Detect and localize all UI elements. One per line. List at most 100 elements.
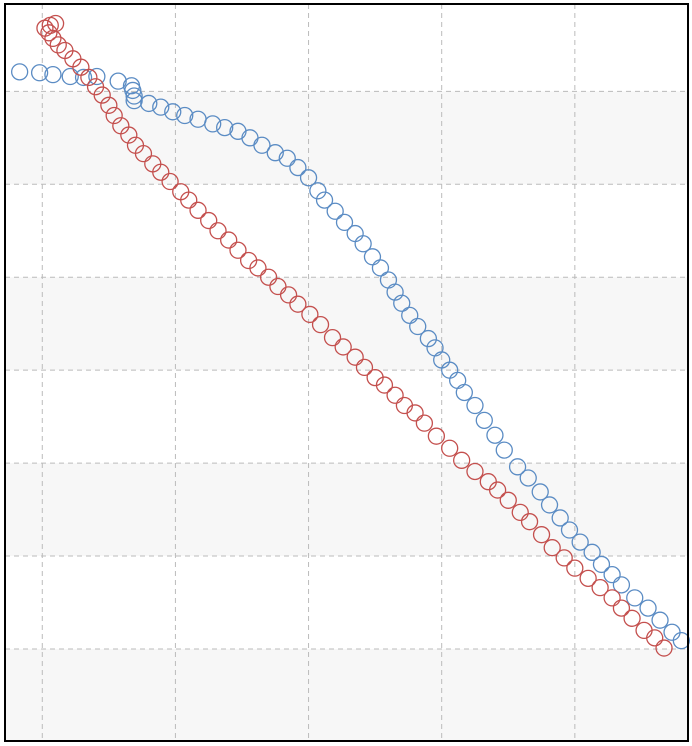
point: [409, 317, 427, 336]
point: [315, 191, 334, 209]
point: [371, 259, 390, 277]
point: [543, 539, 561, 557]
point: [623, 609, 641, 627]
point: [189, 201, 207, 219]
point: [204, 115, 222, 133]
point: [269, 277, 287, 296]
point: [583, 543, 601, 561]
point: [30, 64, 49, 82]
point: [466, 462, 484, 481]
point: [663, 623, 681, 641]
point: [335, 213, 354, 232]
point: [419, 329, 438, 348]
point: [88, 67, 106, 86]
point: [289, 158, 307, 177]
band: [5, 648, 688, 741]
point: [395, 396, 414, 415]
point: [672, 631, 690, 650]
point: [531, 483, 549, 501]
point: [475, 411, 493, 430]
point: [449, 371, 467, 390]
point: [140, 94, 158, 113]
point: [311, 315, 330, 334]
point: [323, 328, 342, 347]
point: [354, 235, 372, 253]
point: [120, 126, 138, 144]
point: [441, 439, 459, 457]
point: [200, 211, 218, 230]
point: [152, 163, 170, 181]
point: [176, 106, 194, 125]
point: [40, 24, 58, 42]
point: [603, 565, 621, 584]
point: [249, 259, 267, 277]
point: [125, 92, 143, 110]
point: [278, 149, 296, 167]
point: [566, 559, 584, 577]
point: [639, 599, 657, 617]
grid: [5, 4, 688, 741]
point: [220, 231, 238, 249]
point: [161, 172, 179, 191]
point: [555, 549, 573, 567]
background: [5, 91, 688, 741]
point: [10, 63, 29, 81]
point: [301, 305, 319, 324]
point: [44, 29, 62, 48]
point: [495, 441, 513, 459]
point: [646, 629, 664, 647]
point: [253, 136, 271, 154]
point: [61, 67, 79, 86]
point: [591, 579, 609, 597]
point: [626, 589, 644, 607]
point: [180, 191, 198, 209]
point: [651, 611, 669, 629]
band: [5, 463, 688, 557]
point: [393, 294, 411, 312]
point: [209, 222, 227, 240]
point: [289, 295, 307, 313]
point: [406, 404, 424, 422]
point: [105, 106, 123, 125]
point: [46, 14, 65, 33]
point: [551, 509, 569, 527]
point: [346, 224, 364, 243]
point: [355, 358, 374, 377]
point: [363, 248, 382, 266]
point: [560, 521, 579, 539]
band: [5, 277, 688, 371]
band: [5, 91, 688, 185]
point: [134, 144, 153, 163]
point: [279, 286, 298, 304]
point: [326, 202, 344, 220]
point: [100, 96, 118, 114]
point: [520, 513, 539, 531]
point: [44, 65, 62, 84]
point: [571, 533, 589, 551]
point: [259, 268, 278, 286]
point: [74, 68, 93, 87]
point: [612, 599, 631, 617]
point: [579, 569, 597, 588]
point: [386, 283, 404, 301]
point: [375, 376, 394, 394]
point: [592, 555, 611, 574]
point: [334, 338, 352, 356]
point: [299, 169, 318, 187]
point: [612, 576, 631, 594]
plot-frame: [4, 3, 689, 742]
point: [532, 526, 551, 544]
point: [486, 426, 504, 444]
point: [466, 396, 484, 415]
point: [266, 144, 284, 162]
point: [124, 81, 142, 100]
point: [164, 103, 182, 121]
point: [229, 241, 247, 259]
point: [455, 383, 473, 402]
point: [519, 469, 537, 487]
point: [499, 491, 517, 509]
point: [93, 86, 111, 104]
point: [109, 72, 127, 90]
point: [603, 589, 621, 607]
